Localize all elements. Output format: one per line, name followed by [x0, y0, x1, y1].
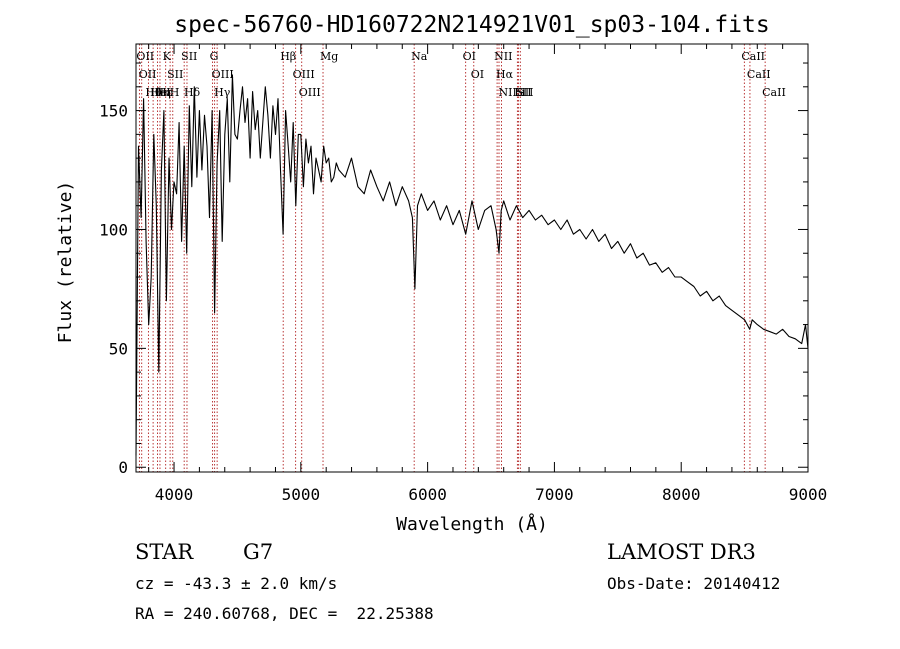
line-label: Hε — [157, 86, 173, 99]
line-label: NII — [494, 50, 512, 63]
survey-name: LAMOST DR3 — [607, 540, 756, 564]
line-label: OII — [139, 68, 157, 81]
line-label: SII — [515, 86, 531, 99]
plot-frame — [135, 43, 809, 473]
object-class: STAR — [135, 540, 194, 564]
x-tick-label: 7000 — [535, 485, 574, 504]
line-label: OII — [136, 50, 154, 63]
line-label: OIII — [293, 68, 315, 81]
line-label: CaII — [741, 50, 765, 63]
observation-date: Obs-Date: 20140412 — [607, 574, 781, 593]
line-label: OI — [471, 68, 484, 81]
y-tick-label: 100 — [99, 220, 128, 239]
spectral-line-labels: OIIOIIHθHeIHηHεKSIIHSIIHδGOIIIHγHβOIIIOI… — [136, 50, 785, 99]
spectral-subclass: G7 — [243, 540, 274, 564]
x-axis-label: Wavelength (Å) — [396, 513, 548, 535]
line-label: SII — [167, 68, 183, 81]
line-label: Hβ — [280, 50, 296, 63]
redshift-cz: cz = -43.3 ± 2.0 km/s — [135, 574, 338, 593]
y-tick-label: 0 — [118, 458, 128, 477]
y-tick-label: 150 — [99, 102, 128, 121]
y-tick-label: 50 — [109, 339, 128, 358]
x-axis-ticks: 4000 5000 6000 7000 8000 9000 — [148, 44, 828, 504]
line-label: Li — [514, 86, 525, 99]
line-label: HeI — [150, 86, 170, 99]
line-label: Na — [411, 50, 428, 63]
line-label: CaII — [747, 68, 771, 81]
x-tick-label: 9000 — [789, 485, 828, 504]
x-tick-label: 8000 — [662, 485, 701, 504]
ra-dec-coordinates: RA = 240.60768, DEC = 22.25388 — [135, 604, 434, 623]
line-label: Hδ — [184, 86, 201, 99]
line-label: Hα — [496, 68, 514, 81]
line-label: CaII — [762, 86, 786, 99]
y-axis-ticks: 0 50 100 150 — [99, 62, 808, 477]
flux-line — [135, 74, 809, 456]
line-label: Hη — [155, 86, 171, 99]
line-label: OI — [463, 50, 476, 63]
line-label: Hθ — [145, 86, 162, 99]
line-label: Mg — [320, 50, 338, 63]
line-label: NII — [499, 86, 517, 99]
y-axis-label: Flux (relative) — [55, 181, 76, 344]
line-label: SII — [517, 86, 533, 99]
x-tick-label: 5000 — [282, 485, 321, 504]
line-label: OIII — [299, 86, 321, 99]
spectral-line-markers — [138, 44, 766, 472]
x-tick-label: 4000 — [155, 485, 194, 504]
flux-series — [135, 74, 809, 456]
line-label: SII — [181, 50, 197, 63]
line-label: OIII — [212, 68, 234, 81]
line-label: G — [210, 50, 219, 63]
line-label: H — [170, 86, 180, 99]
line-label: Hγ — [214, 86, 231, 99]
chart-title: spec-56760-HD160722N214921V01_sp03-104.f… — [174, 12, 769, 38]
x-tick-label: 6000 — [408, 485, 447, 504]
line-label: K — [163, 50, 172, 63]
